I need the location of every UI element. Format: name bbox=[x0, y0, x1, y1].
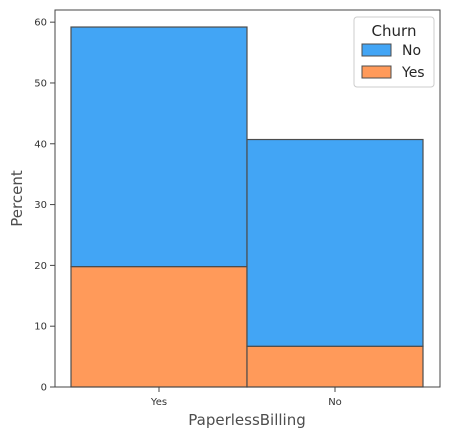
x-axis-label: PaperlessBilling bbox=[188, 411, 306, 429]
bar-no-churn-yes bbox=[246, 345, 424, 388]
y-tick-label: 40 bbox=[34, 139, 47, 150]
bar-no-churn-no bbox=[246, 138, 424, 347]
legend-swatch-no bbox=[361, 43, 392, 57]
bar-yes-churn-no bbox=[70, 26, 248, 268]
y-tick-label: 0 bbox=[41, 383, 47, 394]
y-axis-label: Percent bbox=[8, 170, 26, 227]
y-axis: 0 10 20 30 40 50 60 bbox=[34, 18, 55, 394]
legend-title: Churn bbox=[372, 22, 417, 40]
y-tick-label: 50 bbox=[34, 78, 47, 89]
legend-label-no: No bbox=[402, 43, 421, 59]
y-tick-label: 60 bbox=[34, 18, 47, 29]
y-tick-label: 20 bbox=[34, 261, 47, 272]
x-tick-label-yes: Yes bbox=[150, 397, 167, 408]
legend-label-yes: Yes bbox=[401, 65, 425, 81]
bar-yes-churn-yes bbox=[70, 266, 248, 388]
x-axis: Yes No bbox=[150, 387, 342, 408]
y-tick-label: 10 bbox=[34, 322, 47, 333]
bars-layer bbox=[70, 26, 424, 388]
y-tick-label: 30 bbox=[34, 200, 47, 211]
legend: Churn No Yes bbox=[353, 16, 435, 88]
x-tick-label-no: No bbox=[328, 397, 342, 408]
plot-frame bbox=[54, 9, 441, 388]
legend-entries: No Yes bbox=[361, 43, 425, 81]
legend-swatch-yes bbox=[361, 65, 392, 79]
